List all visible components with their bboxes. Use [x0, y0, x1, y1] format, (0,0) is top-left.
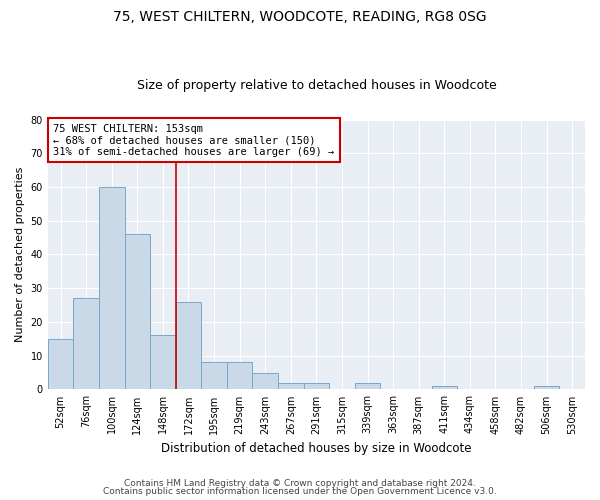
Text: 75 WEST CHILTERN: 153sqm
← 68% of detached houses are smaller (150)
31% of semi-: 75 WEST CHILTERN: 153sqm ← 68% of detach… [53, 124, 334, 157]
Text: 75, WEST CHILTERN, WOODCOTE, READING, RG8 0SG: 75, WEST CHILTERN, WOODCOTE, READING, RG… [113, 10, 487, 24]
Bar [99, 187, 125, 390]
Bar [48, 339, 73, 390]
Bar [176, 302, 201, 390]
Bar [431, 386, 457, 390]
Bar [73, 298, 99, 390]
Bar [278, 382, 304, 390]
Bar [253, 372, 278, 390]
Bar [534, 386, 559, 390]
Y-axis label: Number of detached properties: Number of detached properties [15, 167, 25, 342]
Bar [227, 362, 253, 390]
Text: Contains public sector information licensed under the Open Government Licence v3: Contains public sector information licen… [103, 487, 497, 496]
Text: Contains HM Land Registry data © Crown copyright and database right 2024.: Contains HM Land Registry data © Crown c… [124, 478, 476, 488]
X-axis label: Distribution of detached houses by size in Woodcote: Distribution of detached houses by size … [161, 442, 472, 455]
Bar [125, 234, 150, 390]
Bar [355, 382, 380, 390]
Bar [150, 336, 176, 390]
Bar [304, 382, 329, 390]
Title: Size of property relative to detached houses in Woodcote: Size of property relative to detached ho… [137, 79, 496, 92]
Bar [201, 362, 227, 390]
